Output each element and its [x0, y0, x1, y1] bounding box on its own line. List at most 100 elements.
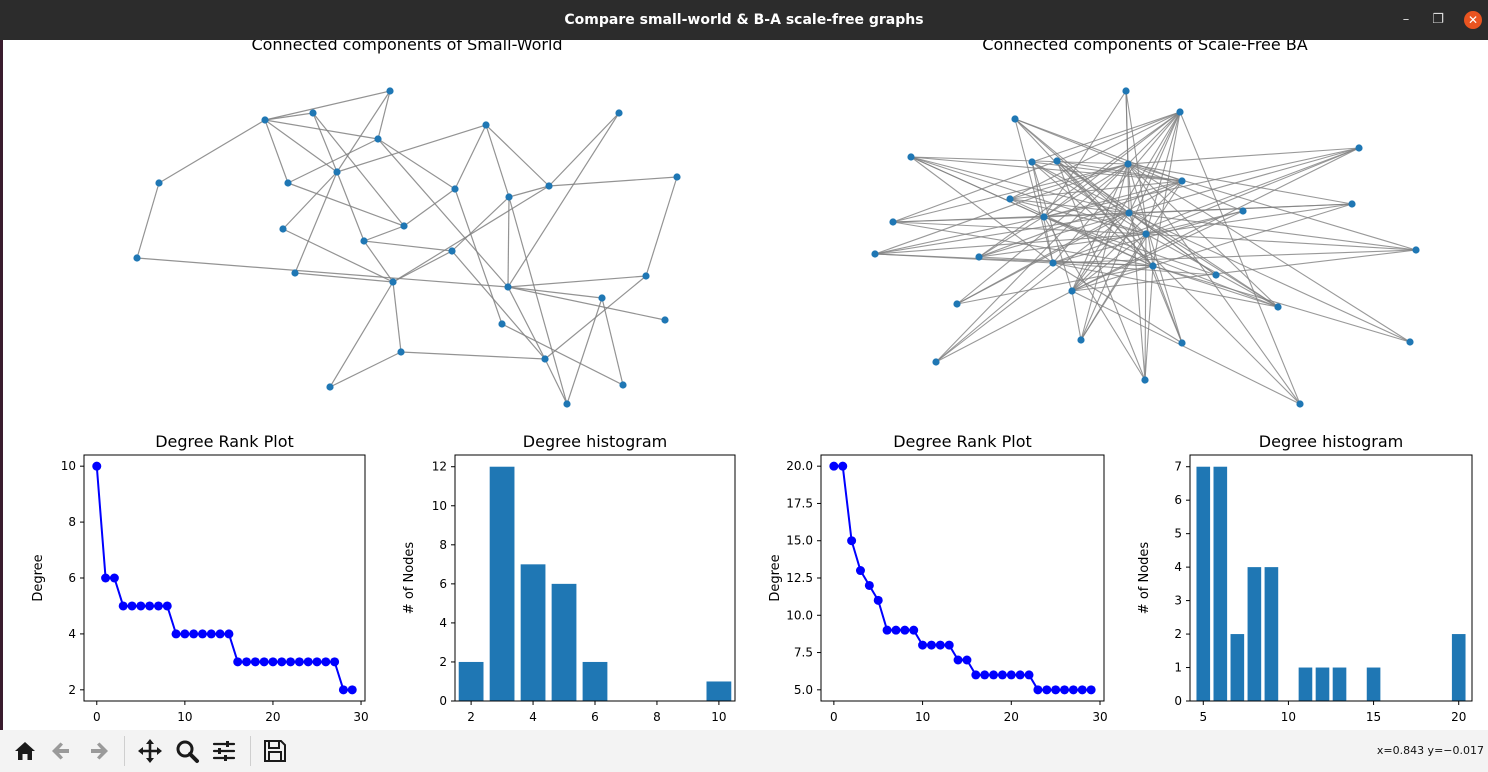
graph-edge — [508, 196, 568, 405]
graph-node — [279, 225, 287, 233]
graph-edge — [507, 275, 647, 288]
graph-edge — [1043, 90, 1127, 218]
graph-node — [975, 253, 983, 261]
graph-node — [871, 250, 879, 258]
chart-4: Degree histogram # of Nodes 5 10 15 20 0 1 2 3 4 5 6… — [1137, 432, 1473, 724]
graph-edge — [1014, 118, 1130, 214]
graph-edge — [312, 112, 405, 227]
y-tick-label: 15.0 — [786, 534, 813, 548]
graph-edge — [1127, 163, 1353, 205]
chart-title: Degree Rank Plot — [893, 432, 1032, 451]
rank-point — [180, 629, 190, 639]
graph-edge — [1127, 163, 1279, 308]
graph-edge — [910, 156, 1183, 182]
graph-edge — [507, 286, 603, 299]
back-arrow-icon[interactable] — [48, 737, 76, 765]
y-tick-label: 6 — [439, 577, 447, 591]
graph-edge — [892, 163, 1129, 223]
histogram-bar — [520, 564, 546, 701]
rank-point — [250, 657, 260, 667]
save-icon[interactable] — [261, 737, 289, 765]
rank-point — [891, 625, 901, 635]
y-tick-label: 7.5 — [794, 646, 813, 660]
home-icon[interactable] — [11, 737, 39, 765]
graph-edge — [1152, 265, 1279, 308]
graph-edge — [956, 180, 1183, 305]
graph-edge — [1145, 147, 1360, 235]
configure-subplots-icon[interactable] — [210, 737, 238, 765]
graph-node — [1124, 160, 1132, 168]
histogram-bar — [1196, 466, 1211, 701]
graph-edge — [1071, 290, 1082, 341]
y-tick-label: 12 — [432, 460, 447, 474]
graph-edge — [910, 156, 1129, 165]
x-tick-label: 4 — [529, 710, 537, 724]
graph-edge — [910, 156, 1054, 264]
pan-icon[interactable] — [136, 737, 164, 765]
scale-free-graph-title: Connected components of Scale-Free BA — [982, 40, 1308, 54]
histogram-bar — [458, 661, 484, 701]
rank-point — [997, 670, 1007, 680]
graph-node — [451, 185, 459, 193]
graph-node — [397, 348, 405, 356]
graph-edge — [507, 286, 666, 321]
graph-node — [673, 173, 681, 181]
rank-point — [171, 629, 181, 639]
graph-node — [953, 300, 961, 308]
graph-edge — [548, 112, 620, 187]
graph-edge — [1052, 262, 1183, 344]
graph-edge — [1071, 180, 1183, 292]
axes-frame — [820, 454, 1105, 702]
y-tick-label: 1 — [1174, 661, 1182, 675]
graph-edge — [392, 281, 402, 353]
graph-node — [1053, 157, 1061, 165]
graph-edge — [1145, 210, 1244, 235]
x-tick-label: 5 — [1199, 710, 1207, 724]
graph-node — [284, 179, 292, 187]
rank-point — [162, 601, 172, 611]
zoom-icon[interactable] — [173, 737, 201, 765]
graph-edge — [892, 212, 1130, 223]
graph-edge — [956, 212, 1130, 305]
graph-edge — [136, 182, 160, 259]
graph-edge — [451, 196, 510, 252]
graph-node — [261, 116, 269, 124]
graph-edge — [1009, 198, 1147, 235]
graph-edge — [1009, 198, 1154, 267]
x-tick-label: 20 — [1004, 710, 1019, 724]
graph-edge — [544, 358, 568, 405]
rank-line — [95, 466, 353, 691]
rank-point — [206, 629, 216, 639]
rank-point — [233, 657, 243, 667]
graph-edge — [403, 188, 456, 227]
graph-node — [1122, 87, 1130, 95]
desktop-edge — [0, 40, 3, 730]
y-tick-label: 6 — [1174, 493, 1182, 507]
graph-node — [1068, 287, 1076, 295]
graph-node — [448, 247, 456, 255]
graph-edge — [1056, 160, 1301, 405]
graph-node — [133, 254, 141, 262]
graph-edge — [507, 286, 546, 360]
rank-point — [118, 601, 128, 611]
small-world-network — [133, 87, 681, 408]
graph-edge — [451, 250, 546, 360]
graph-edge — [1052, 262, 1217, 276]
y-tick-label: 5.0 — [794, 683, 813, 697]
minimize-button[interactable]: – — [1402, 12, 1410, 27]
close-button[interactable]: ✕ — [1464, 11, 1482, 29]
graph-edge — [485, 124, 550, 187]
graph-edge — [336, 124, 487, 173]
forward-arrow-icon[interactable] — [84, 737, 112, 765]
histogram-bar — [1264, 567, 1279, 701]
matplotlib-toolbar: x=0.843 y=−0.017 — [0, 730, 1488, 772]
graph-node — [932, 358, 940, 366]
graph-node — [1142, 230, 1150, 238]
maximize-button[interactable]: ❐ — [1432, 12, 1444, 27]
graph-node — [374, 135, 382, 143]
graph-node — [326, 383, 334, 391]
graph-edge — [601, 297, 624, 386]
rank-point — [215, 629, 225, 639]
rank-point — [864, 580, 874, 590]
